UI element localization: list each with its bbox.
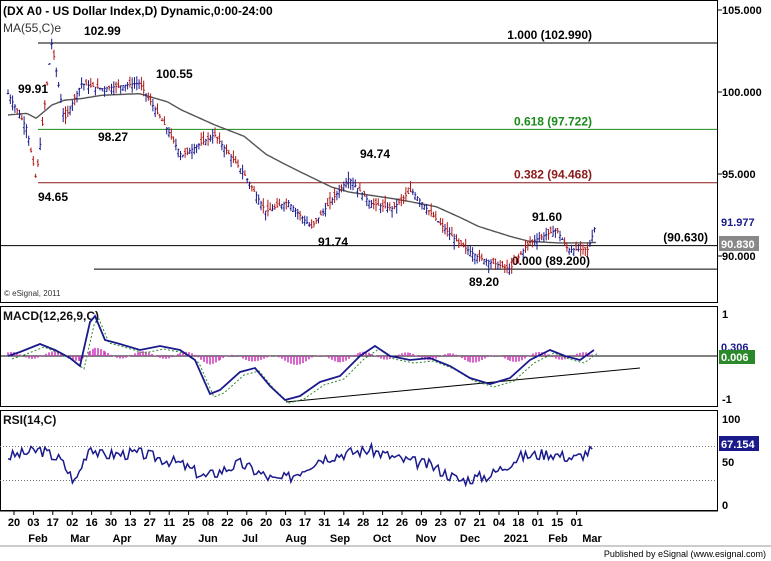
price-annotation: 91.74	[318, 235, 348, 249]
macd-plot	[0, 314, 717, 404]
rsi-pane-frame	[0, 410, 718, 511]
x-month-label: Apr	[113, 533, 133, 545]
x-day-label: 20	[8, 517, 20, 529]
ma-price-tag-bg	[719, 236, 759, 251]
x-month-label: 2021	[504, 533, 528, 545]
fib-label: 1.000 (102.990)	[507, 28, 592, 42]
x-day-label: 12	[376, 517, 388, 529]
x-day-label: 07	[454, 517, 466, 529]
x-day-label: 03	[279, 517, 291, 529]
ma-line	[7, 92, 597, 244]
x-day-label: 17	[47, 517, 59, 529]
price-annotation: 100.55	[156, 67, 193, 81]
chart-title: (DX A0 - US Dollar Index,D) Dynamic,0:00…	[3, 4, 273, 18]
x-day-label: 25	[182, 517, 194, 529]
x-month-label: Jul	[242, 533, 258, 545]
x-day-label: 13	[124, 517, 136, 529]
x-day-label: 09	[415, 517, 427, 529]
x-day-label: 15	[551, 517, 563, 529]
price-tick-label: 105.000	[722, 5, 762, 17]
last-price-tag: 91.977	[721, 217, 755, 229]
footer-bar	[0, 546, 771, 561]
x-month-label: Jun	[198, 533, 218, 545]
price-axis-ticks: 105.000 100.000 95.000 90.000	[718, 5, 762, 263]
x-day-label: 22	[221, 517, 233, 529]
price-pane-frame	[0, 0, 718, 303]
x-day-label: 08	[202, 517, 214, 529]
x-day-label: 14	[338, 517, 351, 529]
macd-tick-bottom: -1	[722, 394, 732, 406]
x-day-label: 02	[66, 517, 78, 529]
x-day-label: 18	[512, 517, 524, 529]
price-annotation: 94.65	[38, 190, 68, 204]
x-day-label: 28	[357, 517, 369, 529]
x-axis-labels: 20 03 17 02 16 30 13 27 11 25 08 22 06 20 03 17 31 14 28 12…	[8, 511, 602, 545]
price-tick-label: 100.000	[722, 87, 762, 99]
macd-line	[7, 314, 595, 401]
x-month-label: Feb	[548, 533, 568, 545]
support-label: (90.630)	[663, 231, 708, 245]
rsi-tag: 67.154	[721, 439, 756, 451]
ma-line-group	[7, 92, 597, 244]
last-price-tag-bg	[719, 214, 759, 230]
x-day-label: 20	[260, 517, 272, 529]
x-month-label: Mar	[70, 533, 90, 545]
fib-label: 0.382 (94.468)	[514, 168, 592, 182]
rsi-line	[7, 441, 593, 488]
fibonacci-levels: 1.000 (102.990) 0.618 (97.722) 0.382 (94.4…	[0, 28, 717, 270]
x-month-label: May	[155, 533, 177, 545]
rsi-tick-50: 50	[722, 457, 734, 469]
x-month-label: Nov	[416, 533, 438, 545]
x-month-label: Feb	[28, 533, 48, 545]
x-day-label: 21	[473, 517, 485, 529]
macd-trendline	[285, 367, 641, 403]
x-day-label: 04	[493, 517, 506, 529]
footer-text: Published by eSignal (www.esignal.com)	[604, 549, 766, 559]
price-annotation: 91.60	[532, 210, 562, 224]
x-month-label: Sep	[330, 533, 350, 545]
x-day-label: 06	[241, 517, 253, 529]
x-day-label: 31	[318, 517, 330, 529]
x-month-label: Oct	[373, 533, 392, 545]
macd-signal-line	[11, 318, 599, 404]
x-day-label: 30	[105, 517, 117, 529]
price-annotation: 98.27	[98, 130, 128, 144]
x-day-label: 01	[532, 517, 544, 529]
x-day-label: 16	[85, 517, 97, 529]
macd-title: MACD(12,26,9,C)	[3, 309, 99, 323]
x-day-label: 03	[27, 517, 39, 529]
macd-hist-tag: 0.006	[721, 352, 749, 364]
copyright: © eSignal, 2011	[4, 289, 61, 298]
x-month-label: Mar	[582, 533, 602, 545]
rsi-tick-100: 100	[722, 414, 740, 426]
x-day-label: 17	[299, 517, 311, 529]
x-month-label: Dec	[460, 533, 480, 545]
price-annotation: 99.91	[18, 82, 48, 96]
price-tick-label: 90.000	[722, 251, 756, 263]
fib-label: 0.000 (89.200)	[512, 254, 590, 268]
rsi-tag-bg	[719, 436, 759, 451]
ma-price-tag: 90.830	[721, 239, 755, 251]
x-day-label: 27	[144, 517, 156, 529]
price-annotation: 89.20	[469, 275, 499, 289]
price-annotation: 94.74	[360, 147, 390, 161]
price-annotations: 102.99 99.91 100.55 98.27 94.65 94.74 91.74 91.…	[18, 24, 562, 289]
price-tick-label: 95.000	[722, 169, 756, 181]
fib-label: 0.618 (97.722)	[514, 114, 592, 128]
macd-tick-top: 1	[722, 309, 728, 321]
ma-label: MA(55,C)e	[3, 21, 61, 35]
rsi-tick-0: 0	[722, 500, 728, 512]
x-day-label: 26	[396, 517, 408, 529]
x-day-label: 01	[570, 517, 582, 529]
rsi-title: RSI(14,C)	[3, 413, 56, 427]
x-day-label: 23	[435, 517, 447, 529]
price-annotation: 102.99	[84, 24, 121, 38]
x-month-label: Aug	[285, 533, 306, 545]
rsi-plot	[0, 441, 717, 488]
x-day-label: 11	[163, 517, 175, 529]
macd-hist-tag-bg	[719, 350, 755, 364]
price-bars	[6, 38, 596, 275]
